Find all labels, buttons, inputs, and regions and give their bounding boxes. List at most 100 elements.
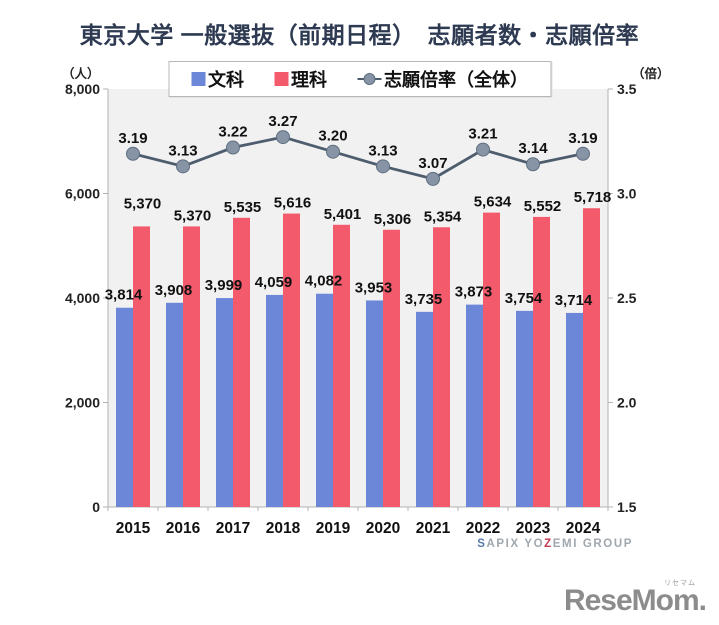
bunka-value-label: 3,814 (105, 287, 143, 304)
bar-bunka-2023 (516, 310, 533, 507)
category-label-2022: 2022 (466, 520, 500, 537)
ratio-line (132, 135, 584, 181)
category-label-2019: 2019 (316, 520, 351, 537)
bunka-value-label: 3,754 (505, 290, 543, 307)
ratio-marker-2016 (176, 159, 190, 174)
left-axis-tick-label: 6,000 (65, 186, 100, 202)
ratio-value-label: 3.20 (318, 128, 347, 145)
left-axis-unit: （人） (62, 67, 100, 81)
category-label-2016: 2016 (166, 520, 201, 537)
ratio-value-label: 3.19 (568, 130, 597, 147)
right-axis-tick-label: 3.5 (617, 81, 637, 97)
ratio-marker-2017 (226, 140, 240, 155)
legend-label-ratio: 志願倍率（全体） (384, 70, 528, 90)
rika-value-label: 5,401 (324, 206, 362, 223)
rika-value-label: 5,535 (224, 199, 262, 216)
ratio-value-label: 3.19 (118, 130, 147, 147)
rika-value-label: 5,370 (174, 207, 212, 224)
bar-bunka-2016 (166, 302, 183, 507)
legend-label-bunka: 文科 (208, 70, 244, 90)
ratio-marker-2023 (526, 157, 540, 172)
rika-value-label: 5,306 (374, 211, 412, 228)
rika-value-label: 5,718 (574, 189, 612, 206)
resemom-logo: リセマム ReseMom. (563, 580, 707, 618)
bar-rika-2017 (233, 217, 250, 507)
left-axis-tick-label: 4,000 (65, 290, 100, 306)
resemom-logo-ruby: リセマム (664, 580, 696, 587)
bar-rika-2020 (383, 229, 400, 507)
bar-bunka-2019 (316, 293, 333, 507)
ratio-marker-2019 (326, 144, 340, 159)
ratio-line-marker-icon (357, 72, 381, 86)
ratio-marker-2021 (426, 171, 440, 186)
bar-rika-2024 (583, 208, 600, 507)
rika-value-label: 5,370 (124, 195, 162, 212)
resemom-logo-text: ReseMom (563, 584, 700, 617)
category-label-2015: 2015 (116, 520, 151, 537)
bar-rika-2021 (433, 227, 450, 508)
bar-bunka-2022 (466, 304, 483, 507)
bar-rika-2023 (533, 216, 550, 507)
legend-item-bunka: 文科 (191, 66, 244, 92)
bar-rika-2019 (333, 224, 350, 508)
legend-item-rika: 理科 (274, 66, 327, 92)
bar-rika-2022 (483, 212, 500, 507)
bar-bunka-2020 (366, 300, 383, 507)
rika-value-label: 5,616 (274, 195, 312, 212)
brand-segment: EMI GROUP (552, 538, 633, 550)
rika-value-label: 5,634 (474, 194, 512, 211)
ratio-marker-2022 (476, 142, 490, 157)
ratio-marker-2015 (126, 146, 140, 161)
bunka-value-label: 3,908 (155, 282, 193, 299)
category-label-2017: 2017 (216, 520, 250, 537)
legend-label-rika: 理科 (291, 70, 327, 90)
right-axis-tick-label: 2.5 (617, 290, 637, 306)
bunka-value-label: 3,735 (405, 291, 443, 308)
ratio-marker-2020 (376, 159, 390, 174)
ratio-value-label: 3.21 (468, 126, 497, 143)
bunka-value-label: 3,953 (355, 279, 393, 296)
category-label-2023: 2023 (516, 520, 551, 537)
ratio-dot-icon (363, 73, 375, 85)
ratio-value-label: 3.13 (368, 142, 397, 159)
bar-rika-2018 (283, 213, 300, 507)
bunka-value-label: 3,999 (205, 277, 243, 294)
bar-bunka-2017 (216, 298, 233, 507)
right-axis-tick-label: 1.5 (617, 499, 637, 515)
resemom-logo-dot: . (698, 584, 707, 617)
rika-swatch-icon (274, 72, 288, 86)
right-axis-unit: （倍） (632, 67, 670, 81)
bunka-swatch-icon (191, 72, 205, 86)
category-label-2021: 2021 (416, 520, 451, 537)
left-axis-tick-label: 0 (92, 499, 100, 515)
ratio-value-label: 3.22 (218, 124, 247, 141)
bunka-value-label: 4,059 (255, 274, 293, 291)
category-label-2024: 2024 (566, 520, 601, 537)
ratio-value-label: 3.14 (518, 140, 548, 157)
bar-bunka-2021 (416, 311, 433, 507)
right-axis-tick-label: 3.0 (617, 186, 637, 202)
legend: 文科 理科 志願倍率（全体） (168, 61, 551, 97)
brand-segment: Z (544, 538, 553, 550)
left-axis-tick-label: 2,000 (65, 395, 100, 411)
ratio-marker-2024 (576, 146, 590, 161)
bunka-value-label: 3,714 (555, 292, 593, 309)
page-title: 東京大学 一般選抜（前期日程） 志願者数・志願倍率 (79, 22, 640, 48)
ratio-value-label: 3.13 (168, 142, 197, 159)
left-axis-tick-label: 8,000 (65, 81, 100, 97)
bar-rika-2015 (133, 226, 150, 508)
category-label-2018: 2018 (266, 520, 301, 537)
ratio-value-label: 3.07 (418, 155, 447, 172)
ratio-value-label: 3.27 (268, 113, 297, 130)
ratio-marker-2018 (276, 130, 290, 145)
bunka-value-label: 3,873 (455, 284, 493, 301)
category-label-2020: 2020 (366, 520, 400, 537)
brand-segment: APIX YO (486, 538, 545, 550)
legend-item-ratio: 志願倍率（全体） (357, 66, 528, 92)
bar-bunka-2015 (116, 307, 133, 507)
brand-text: SAPIX YOZEMI GROUP (477, 538, 633, 550)
right-axis-tick-label: 2.0 (617, 395, 637, 411)
rika-value-label: 5,354 (424, 208, 462, 225)
bunka-value-label: 4,082 (305, 273, 343, 290)
